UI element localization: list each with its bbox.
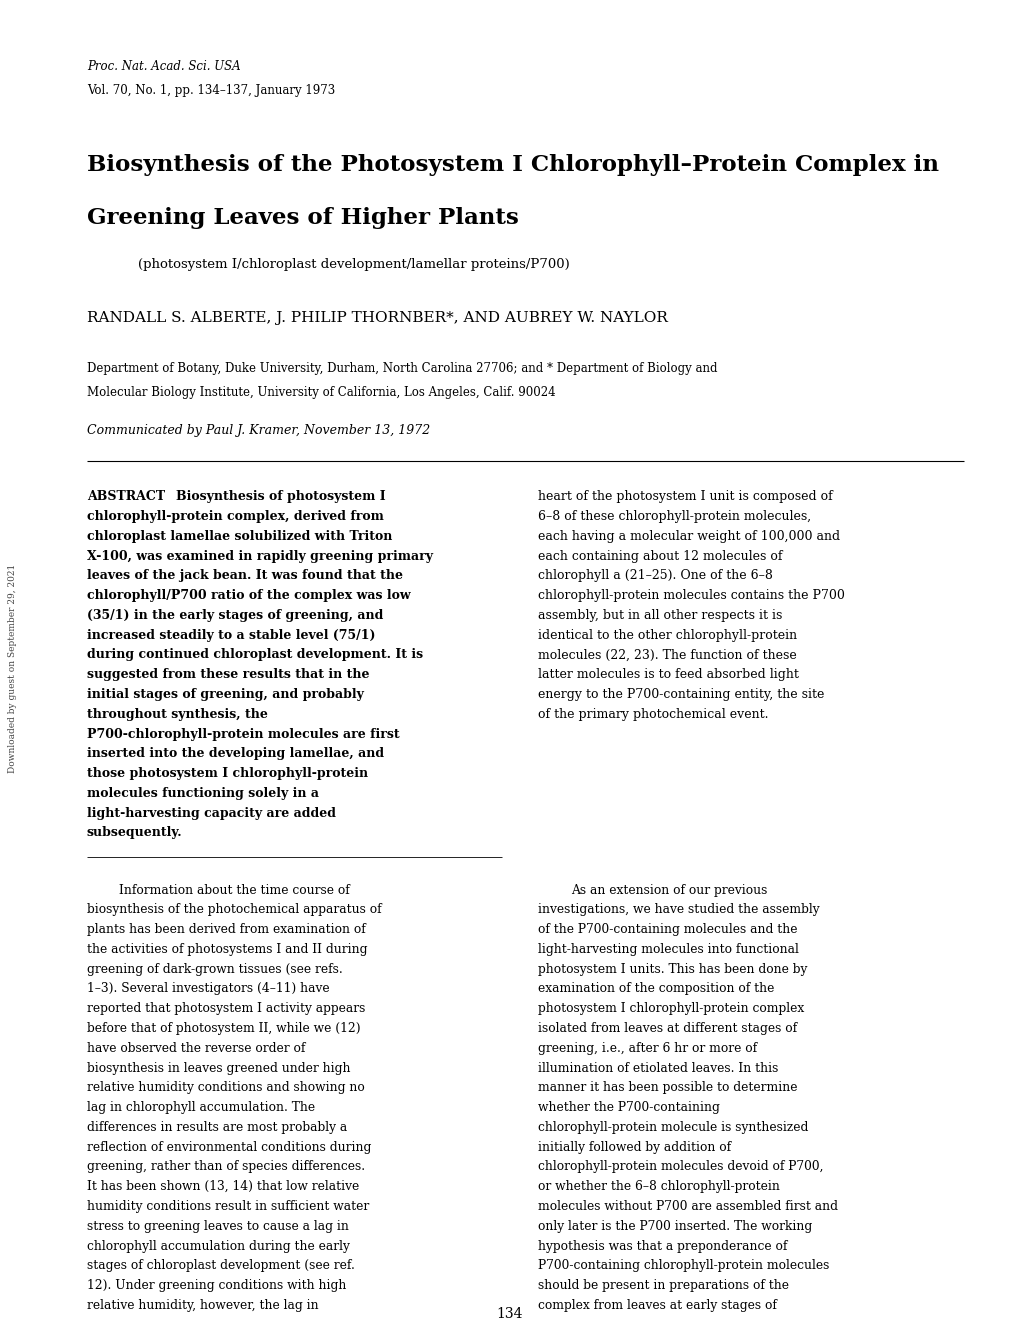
Text: chlorophyll-protein complex, derived from: chlorophyll-protein complex, derived fro… [87,510,383,524]
Text: assembly, but in all other respects it is: assembly, but in all other respects it i… [538,609,782,623]
Text: (photosystem I/chloroplast development/lamellar proteins/P700): (photosystem I/chloroplast development/l… [138,258,569,271]
Text: subsequently.: subsequently. [87,827,182,839]
Text: chloroplast lamellae solubilized with Triton: chloroplast lamellae solubilized with Tr… [87,530,391,542]
Text: manner it has been possible to determine: manner it has been possible to determine [538,1081,797,1094]
Text: chlorophyll-protein molecule is synthesized: chlorophyll-protein molecule is synthesi… [538,1121,808,1134]
Text: (35/1) in the early stages of greening, and: (35/1) in the early stages of greening, … [87,609,383,623]
Text: differences in results are most probably a: differences in results are most probably… [87,1121,346,1134]
Text: identical to the other chlorophyll-protein: identical to the other chlorophyll-prote… [538,629,797,641]
Text: P700-containing chlorophyll-protein molecules: P700-containing chlorophyll-protein mole… [538,1260,828,1272]
Text: stress to greening leaves to cause a lag in: stress to greening leaves to cause a lag… [87,1220,348,1233]
Text: As an extension of our previous: As an extension of our previous [571,883,766,896]
Text: humidity conditions result in sufficient water: humidity conditions result in sufficient… [87,1200,369,1213]
Text: biosynthesis of the photochemical apparatus of: biosynthesis of the photochemical appara… [87,903,381,916]
Text: greening, rather than of species differences.: greening, rather than of species differe… [87,1161,365,1173]
Text: of the P700-containing molecules and the: of the P700-containing molecules and the [538,923,797,937]
Text: It has been shown (13, 14) that low relative: It has been shown (13, 14) that low rela… [87,1180,359,1193]
Text: heart of the photosystem I unit is composed of: heart of the photosystem I unit is compo… [538,490,832,504]
Text: relative humidity, however, the lag in: relative humidity, however, the lag in [87,1299,318,1312]
Text: chlorophyll-protein molecules devoid of P700,: chlorophyll-protein molecules devoid of … [538,1161,822,1173]
Text: chlorophyll/P700 ratio of the complex was low: chlorophyll/P700 ratio of the complex wa… [87,589,410,603]
Text: illumination of etiolated leaves. In this: illumination of etiolated leaves. In thi… [538,1062,777,1074]
Text: before that of photosystem II, while we (12): before that of photosystem II, while we … [87,1022,360,1035]
Text: light-harvesting molecules into functional: light-harvesting molecules into function… [538,943,798,957]
Text: chlorophyll-protein molecules contains the P700: chlorophyll-protein molecules contains t… [538,589,844,603]
Text: throughout synthesis, the: throughout synthesis, the [87,708,267,721]
Text: Greening Leaves of Higher Plants: Greening Leaves of Higher Plants [87,207,518,228]
Text: initially followed by addition of: initially followed by addition of [538,1141,731,1154]
Text: photosystem I units. This has been done by: photosystem I units. This has been done … [538,963,807,975]
Text: ABSTRACT: ABSTRACT [87,490,165,504]
Text: relative humidity conditions and showing no: relative humidity conditions and showing… [87,1081,364,1094]
Text: reported that photosystem I activity appears: reported that photosystem I activity app… [87,1002,365,1015]
Text: plants has been derived from examination of: plants has been derived from examination… [87,923,365,937]
Text: 12). Under greening conditions with high: 12). Under greening conditions with high [87,1279,345,1292]
Text: light-harvesting capacity are added: light-harvesting capacity are added [87,807,335,820]
Text: each having a molecular weight of 100,000 and: each having a molecular weight of 100,00… [538,530,840,542]
Text: Proc. Nat. Acad. Sci. USA: Proc. Nat. Acad. Sci. USA [87,60,240,73]
Text: inserted into the developing lamellae, and: inserted into the developing lamellae, a… [87,747,383,760]
Text: examination of the composition of the: examination of the composition of the [538,982,773,995]
Text: Department of Botany, Duke University, Durham, North Carolina 27706; and * Depar: Department of Botany, Duke University, D… [87,362,716,375]
Text: chlorophyll accumulation during the early: chlorophyll accumulation during the earl… [87,1240,350,1253]
Text: P700-chlorophyll-protein molecules are first: P700-chlorophyll-protein molecules are f… [87,728,398,740]
Text: of the primary photochemical event.: of the primary photochemical event. [538,708,767,721]
Text: should be present in preparations of the: should be present in preparations of the [538,1279,789,1292]
Text: chlorophyll a (21–25). One of the 6–8: chlorophyll a (21–25). One of the 6–8 [538,569,772,582]
Text: molecules (22, 23). The function of these: molecules (22, 23). The function of thes… [538,648,796,661]
Text: greening, i.e., after 6 hr or more of: greening, i.e., after 6 hr or more of [538,1042,756,1055]
Text: have observed the reverse order of: have observed the reverse order of [87,1042,305,1055]
Text: isolated from leaves at different stages of: isolated from leaves at different stages… [538,1022,797,1035]
Text: increased steadily to a stable level (75/1): increased steadily to a stable level (75… [87,629,375,641]
Text: Biosynthesis of photosystem I: Biosynthesis of photosystem I [176,490,386,504]
Text: those photosystem I chlorophyll-protein: those photosystem I chlorophyll-protein [87,767,368,780]
Text: latter molecules is to feed absorbed light: latter molecules is to feed absorbed lig… [538,668,798,681]
Text: complex from leaves at early stages of: complex from leaves at early stages of [538,1299,776,1312]
Text: lag in chlorophyll accumulation. The: lag in chlorophyll accumulation. The [87,1101,315,1114]
Text: suggested from these results that in the: suggested from these results that in the [87,668,369,681]
Text: 6–8 of these chlorophyll-protein molecules,: 6–8 of these chlorophyll-protein molecul… [538,510,810,524]
Text: biosynthesis in leaves greened under high: biosynthesis in leaves greened under hig… [87,1062,350,1074]
Text: Downloaded by guest on September 29, 2021: Downloaded by guest on September 29, 202… [8,564,16,772]
Text: during continued chloroplast development. It is: during continued chloroplast development… [87,648,423,661]
Text: RANDALL S. ALBERTE, J. PHILIP THORNBER*, AND AUBREY W. NAYLOR: RANDALL S. ALBERTE, J. PHILIP THORNBER*,… [87,311,666,325]
Text: the activities of photosystems I and II during: the activities of photosystems I and II … [87,943,367,957]
Text: photosystem I chlorophyll-protein complex: photosystem I chlorophyll-protein comple… [538,1002,804,1015]
Text: hypothesis was that a preponderance of: hypothesis was that a preponderance of [538,1240,787,1253]
Text: reflection of environmental conditions during: reflection of environmental conditions d… [87,1141,371,1154]
Text: energy to the P700-containing entity, the site: energy to the P700-containing entity, th… [538,688,823,701]
Text: 134: 134 [496,1307,523,1320]
Text: molecules without P700 are assembled first and: molecules without P700 are assembled fir… [538,1200,838,1213]
Text: Molecular Biology Institute, University of California, Los Angeles, Calif. 90024: Molecular Biology Institute, University … [87,386,554,399]
Text: Vol. 70, No. 1, pp. 134–137, January 1973: Vol. 70, No. 1, pp. 134–137, January 197… [87,84,334,98]
Text: molecules functioning solely in a: molecules functioning solely in a [87,787,318,800]
Text: greening of dark-grown tissues (see refs.: greening of dark-grown tissues (see refs… [87,963,342,975]
Text: investigations, we have studied the assembly: investigations, we have studied the asse… [538,903,819,916]
Text: leaves of the jack bean. It was found that the: leaves of the jack bean. It was found th… [87,569,403,582]
Text: only later is the P700 inserted. The working: only later is the P700 inserted. The wor… [538,1220,811,1233]
Text: X-100, was examined in rapidly greening primary: X-100, was examined in rapidly greening … [87,549,432,562]
Text: initial stages of greening, and probably: initial stages of greening, and probably [87,688,363,701]
Text: stages of chloroplast development (see ref.: stages of chloroplast development (see r… [87,1260,355,1272]
Text: each containing about 12 molecules of: each containing about 12 molecules of [538,549,782,562]
Text: Biosynthesis of the Photosystem I Chlorophyll–Protein Complex in: Biosynthesis of the Photosystem I Chloro… [87,154,937,175]
Text: Information about the time course of: Information about the time course of [119,883,350,896]
Text: 1–3). Several investigators (4–11) have: 1–3). Several investigators (4–11) have [87,982,329,995]
Text: whether the P700-containing: whether the P700-containing [538,1101,719,1114]
Text: or whether the 6–8 chlorophyll-protein: or whether the 6–8 chlorophyll-protein [538,1180,780,1193]
Text: Communicated by Paul J. Kramer, November 13, 1972: Communicated by Paul J. Kramer, November… [87,424,430,437]
